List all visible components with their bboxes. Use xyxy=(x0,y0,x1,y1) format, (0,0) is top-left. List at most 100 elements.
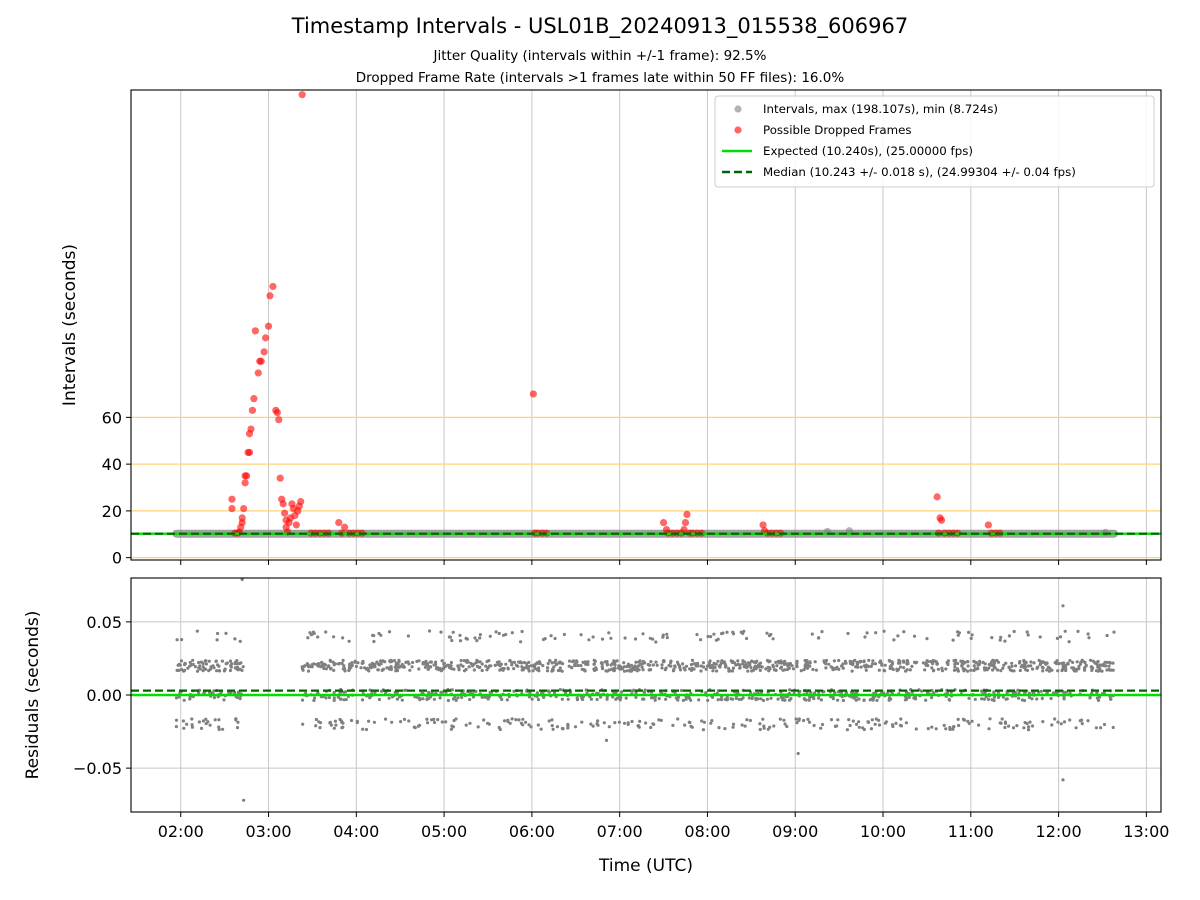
residual-point xyxy=(873,662,878,666)
residual-point xyxy=(746,669,750,673)
residual-point xyxy=(1055,691,1059,695)
residual-point xyxy=(235,726,240,730)
residual-point xyxy=(1008,668,1012,672)
residual-point xyxy=(771,663,775,667)
residual-point xyxy=(350,661,354,665)
dropped-frame-point xyxy=(984,521,992,529)
residual-point xyxy=(341,658,345,663)
residual-point xyxy=(347,668,351,673)
residual-point xyxy=(759,697,763,701)
residual-point xyxy=(557,661,561,665)
residual-point xyxy=(567,659,572,663)
residual-point xyxy=(1061,604,1065,608)
residual-point xyxy=(220,659,224,663)
residual-point xyxy=(225,661,229,665)
residual-point xyxy=(204,659,208,663)
residual-point xyxy=(946,662,950,667)
residual-point xyxy=(727,669,731,673)
residual-point xyxy=(712,632,716,636)
residual-point xyxy=(896,661,901,665)
residual-point xyxy=(372,634,376,638)
residual-point xyxy=(593,659,597,663)
residual-point xyxy=(1076,629,1080,634)
residual-point xyxy=(796,751,800,756)
y-tick-label: 0 xyxy=(112,549,122,568)
residual-point xyxy=(480,695,484,699)
residual-point xyxy=(342,664,346,668)
residual-point xyxy=(960,660,964,664)
residual-point xyxy=(980,689,984,693)
residual-point xyxy=(689,663,694,667)
residual-point xyxy=(731,632,736,636)
residual-point xyxy=(721,631,725,635)
residual-point xyxy=(1064,668,1068,673)
residual-point xyxy=(530,697,534,701)
residual-point xyxy=(865,631,869,635)
residual-point xyxy=(1022,659,1026,663)
residual-point xyxy=(882,629,886,633)
residual-point xyxy=(1084,663,1088,667)
residual-point xyxy=(591,635,595,639)
residual-point xyxy=(854,665,858,669)
residual-point xyxy=(428,665,432,669)
residual-point xyxy=(195,629,199,633)
residual-point xyxy=(841,698,846,703)
residual-point xyxy=(417,659,421,663)
residual-point xyxy=(688,720,692,725)
residual-point xyxy=(875,698,879,703)
y-tick-label: 60 xyxy=(102,408,122,427)
residual-point xyxy=(545,669,550,673)
residual-point xyxy=(361,661,365,665)
residual-point xyxy=(332,698,336,703)
residual-point xyxy=(731,659,735,664)
residual-point xyxy=(791,667,796,671)
residual-point xyxy=(731,666,736,670)
residual-point xyxy=(781,668,785,672)
residual-point xyxy=(699,664,703,668)
residual-point xyxy=(648,663,652,667)
residual-point xyxy=(1050,723,1054,727)
residual-point xyxy=(317,720,321,724)
residual-point xyxy=(497,631,501,636)
residual-point xyxy=(795,663,799,668)
residual-point xyxy=(235,659,239,663)
residual-point xyxy=(344,697,348,702)
residual-point xyxy=(182,698,186,702)
residual-point xyxy=(607,631,611,635)
residual-point xyxy=(211,664,215,668)
residual-point xyxy=(758,727,762,732)
residual-point xyxy=(190,725,194,729)
residual-point xyxy=(613,659,617,664)
residual-point xyxy=(354,664,358,669)
residual-point xyxy=(715,669,719,673)
residual-point xyxy=(242,798,246,802)
residual-point xyxy=(332,696,336,700)
residual-point xyxy=(1020,663,1025,667)
dropped-frame-point xyxy=(228,504,236,513)
residual-point xyxy=(716,637,720,641)
residual-point xyxy=(1029,660,1033,664)
residual-point xyxy=(201,662,205,666)
residual-point xyxy=(546,661,550,666)
residual-point xyxy=(700,719,704,723)
residual-point xyxy=(236,720,240,724)
residual-point xyxy=(868,698,872,702)
residual-point xyxy=(605,669,610,673)
residual-point xyxy=(637,668,641,672)
residual-point xyxy=(485,659,489,664)
residual-point xyxy=(558,666,562,670)
residual-point xyxy=(185,722,189,726)
residual-point xyxy=(336,695,340,699)
residual-point xyxy=(944,667,948,671)
residual-point xyxy=(753,661,758,665)
residual-point xyxy=(662,660,666,664)
residual-point xyxy=(334,723,338,727)
residual-point xyxy=(1102,722,1107,727)
residual-point xyxy=(426,667,430,671)
residual-point xyxy=(809,691,813,695)
residual-point xyxy=(953,665,957,669)
residual-point xyxy=(347,665,351,669)
residual-point xyxy=(425,717,429,721)
residual-point xyxy=(1007,634,1012,638)
dropped-frame-point xyxy=(279,500,287,508)
